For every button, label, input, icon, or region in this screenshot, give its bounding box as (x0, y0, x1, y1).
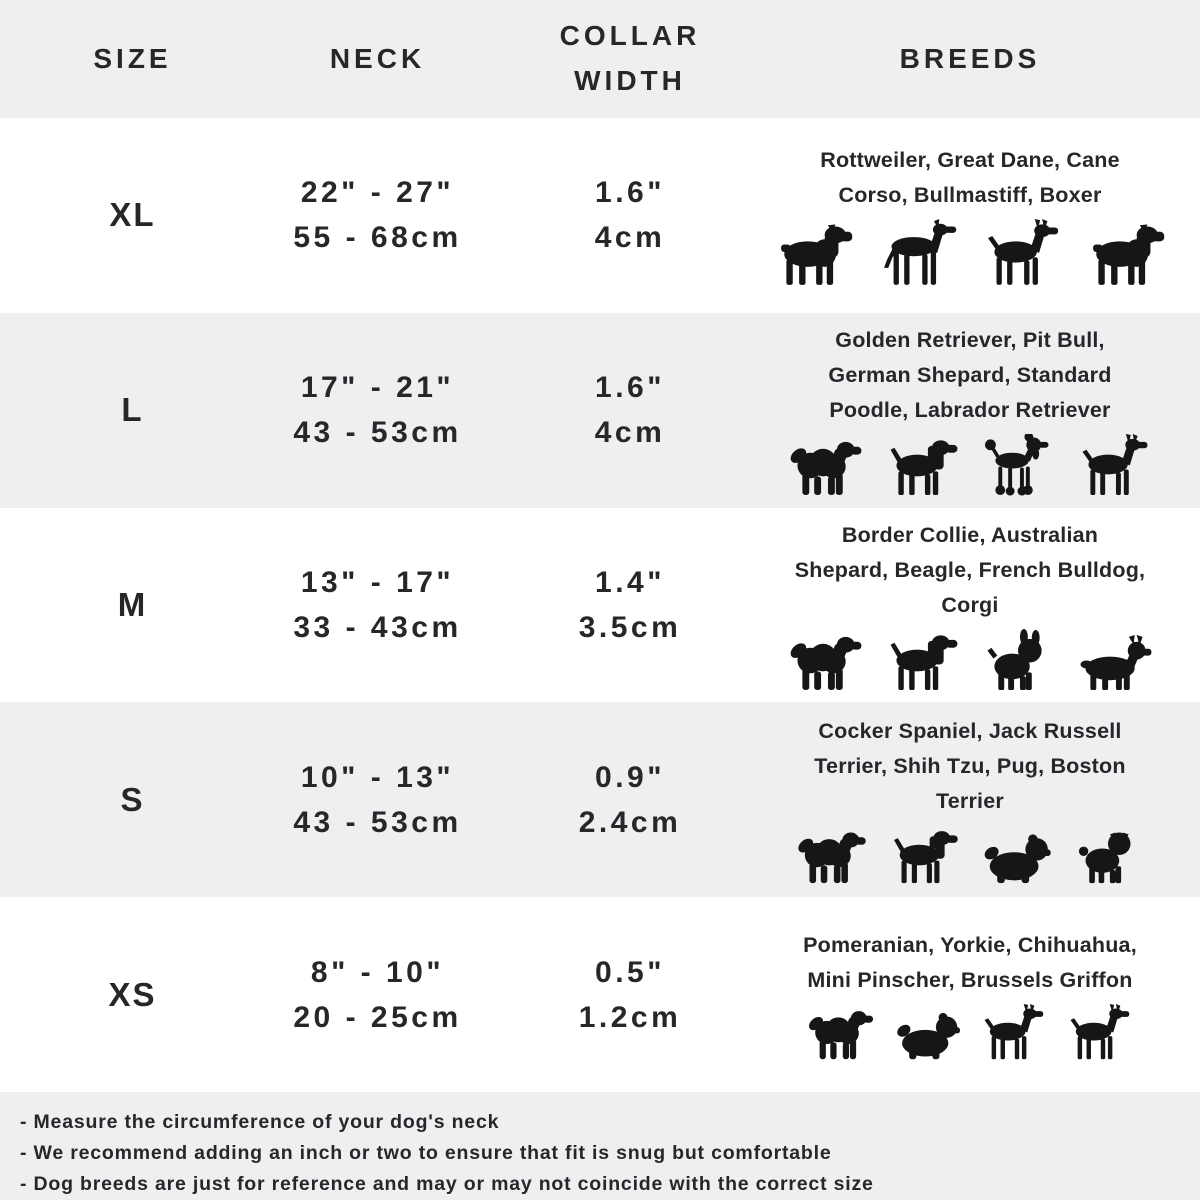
header-breeds: BREEDS (899, 42, 1041, 74)
neck-cell-s: 10" - 13" 43 - 53cm (235, 755, 520, 845)
breeds-text: Border Collie, Australian Shepard, Beagl… (794, 522, 1146, 617)
shih-tzu-icon (977, 825, 1055, 885)
neck-cm: 20 - 25cm (293, 1000, 462, 1034)
collar-width-inches: 1.4" (595, 565, 665, 599)
size-cell-m: M (117, 585, 148, 623)
neck-inches: 13" - 17" (300, 565, 455, 599)
collar-width-cm: 4cm (594, 221, 666, 255)
header-collar-width: COLLAR WIDTH (520, 14, 740, 104)
pomeranian-icon (805, 1004, 877, 1061)
collar-width-cell-xl: 1.6" 4cm (520, 170, 740, 260)
neck-cell-l: 17" - 21" 43 - 53cm (235, 365, 520, 455)
collar-width-cm: 2.4cm (578, 805, 682, 839)
neck-cm: 33 - 43cm (293, 610, 462, 644)
breeds-text: Rottweiler, Great Dane, Cane Corso, Bull… (820, 148, 1120, 208)
header-neck: NECK (329, 42, 426, 74)
great-dane-icon (873, 219, 963, 287)
corgi-icon (1073, 629, 1155, 692)
neck-cm: 43 - 53cm (293, 416, 462, 450)
golden-retriever-icon (785, 434, 867, 497)
mini-pinscher-icon (1063, 1004, 1135, 1061)
collar-width-inches: 1.6" (595, 371, 665, 405)
breeds-cell-s: Cocker Spaniel, Jack Russell Terrier, Sh… (740, 714, 1200, 885)
rottweiler-icon (769, 219, 859, 287)
breeds-text: Cocker Spaniel, Jack Russell Terrier, Sh… (814, 719, 1126, 814)
neck-cm: 55 - 68cm (293, 221, 462, 255)
table-row-s: S 10" - 13" 43 - 53cm 0.9" 2.4cm Cocker … (0, 702, 1200, 898)
size-cell-xs: XS (108, 975, 157, 1013)
chihuahua-icon (977, 1004, 1049, 1061)
neck-inches: 8" - 10" (310, 955, 445, 989)
collar-width-cm: 1.2cm (578, 1000, 682, 1034)
collar-width-cell-xs: 0.5" 1.2cm (520, 950, 740, 1040)
cocker-spaniel-icon (793, 825, 871, 885)
table-row-xs: XS 8" - 10" 20 - 25cm 0.5" 1.2cm Pomeran… (0, 897, 1200, 1093)
size-cell-xl: XL (109, 196, 156, 234)
french-bulldog-icon (977, 629, 1059, 692)
breeds-cell-m: Border Collie, Australian Shepard, Beagl… (740, 518, 1200, 692)
breed-icons (785, 629, 1155, 692)
breeds-text: Pomeranian, Yorkie, Chihuahua, Mini Pins… (803, 933, 1137, 993)
cane-corso-icon (977, 219, 1067, 287)
breeds-cell-xl: Rottweiler, Great Dane, Cane Corso, Bull… (740, 143, 1200, 287)
size-cell-l: L (121, 391, 144, 429)
note-recommend: - We recommend adding an inch or two to … (20, 1142, 832, 1165)
breed-icons (805, 1004, 1135, 1061)
size-cell-s: S (120, 780, 145, 818)
table-row-m: M 13" - 17" 33 - 43cm 1.4" 3.5cm Border … (0, 507, 1200, 703)
breed-icons (785, 434, 1155, 497)
german-shepherd-icon (1073, 434, 1155, 497)
collar-width-inches: 0.5" (595, 955, 665, 989)
pug-icon (1069, 825, 1147, 885)
neck-cell-m: 13" - 17" 33 - 43cm (235, 560, 520, 650)
neck-cell-xl: 22" - 27" 55 - 68cm (235, 170, 520, 260)
collar-width-cell-m: 1.4" 3.5cm (520, 560, 740, 650)
footer-notes: - Measure the circumference of your dog'… (0, 1092, 1200, 1200)
breed-icons (793, 825, 1147, 885)
collar-width-cm: 3.5cm (578, 610, 682, 644)
breeds-cell-xs: Pomeranian, Yorkie, Chihuahua, Mini Pins… (740, 928, 1200, 1061)
collar-width-cell-l: 1.6" 4cm (520, 365, 740, 455)
note-measure: - Measure the circumference of your dog'… (20, 1111, 500, 1134)
breeds-cell-l: Golden Retriever, Pit Bull, German Shepa… (740, 323, 1200, 497)
neck-inches: 22" - 27" (300, 176, 455, 210)
australian-shepherd-icon (785, 629, 867, 692)
note-reference: - Dog breeds are just for reference and … (20, 1173, 874, 1196)
neck-cell-xs: 8" - 10" 20 - 25cm (235, 950, 520, 1040)
neck-inches: 17" - 21" (300, 371, 455, 405)
yorkie-icon (891, 1004, 963, 1061)
table-row-xl: XL 22" - 27" 55 - 68cm 1.6" 4cm Rottweil… (0, 117, 1200, 313)
collar-width-inches: 1.6" (595, 176, 665, 210)
beagle-icon (881, 629, 963, 692)
breed-icons (769, 219, 1171, 287)
labrador-icon (881, 434, 963, 497)
table-row-l: L 17" - 21" 43 - 53cm 1.6" 4cm Golden Re… (0, 312, 1200, 508)
collar-width-cell-s: 0.9" 2.4cm (520, 755, 740, 845)
collar-width-cm: 4cm (594, 416, 666, 450)
bullmastiff-icon (1081, 219, 1171, 287)
neck-cm: 43 - 53cm (293, 805, 462, 839)
table-header: SIZE NECK COLLAR WIDTH BREEDS (0, 0, 1200, 118)
poodle-icon (977, 434, 1059, 497)
collar-width-inches: 0.9" (595, 760, 665, 794)
header-size: SIZE (93, 42, 172, 74)
jack-russell-icon (885, 825, 963, 885)
neck-inches: 10" - 13" (300, 760, 455, 794)
header-collar-width-label: COLLAR WIDTH (559, 20, 701, 96)
breeds-text: Golden Retriever, Pit Bull, German Shepa… (828, 328, 1112, 423)
